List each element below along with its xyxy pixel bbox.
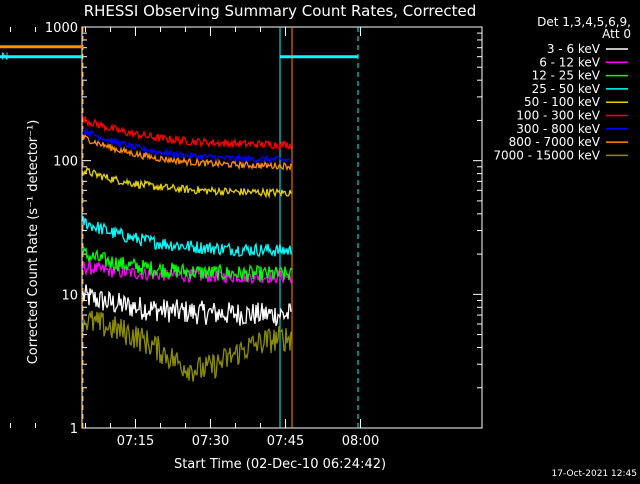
x-tick-label: 07:45	[267, 434, 304, 449]
series-line	[82, 166, 292, 199]
x-tick-label: 07:30	[192, 434, 229, 449]
legend-entry-label: 7000 - 15000 keV	[493, 148, 600, 162]
legend-entry-label: 100 - 300 keV	[516, 109, 600, 123]
legend-entry-label: 800 - 7000 keV	[509, 135, 601, 149]
series-line	[82, 133, 292, 172]
legend-header-detectors: Det 1,3,4,5,6,9,	[537, 15, 631, 29]
legend-entry-label: 12 - 25 keV	[532, 69, 601, 83]
legend-entry-label: 25 - 50 keV	[532, 82, 601, 96]
plot-frame	[81, 26, 483, 429]
x-tick-label: 07:15	[117, 434, 154, 449]
x-tick-label: 08:00	[342, 434, 379, 449]
series-line	[82, 128, 292, 165]
legend-entry-label: 6 - 12 keV	[539, 55, 601, 69]
y-tick-label: 10	[61, 288, 78, 303]
legend-entry-label: 50 - 100 keV	[524, 95, 601, 109]
y-tick-label: 1000	[45, 21, 78, 36]
night-label: N	[1, 52, 8, 63]
legend-entry-label: 300 - 800 keV	[516, 122, 600, 136]
series-line	[82, 215, 292, 258]
series-line	[82, 116, 292, 151]
series-line	[82, 284, 292, 327]
date-stamp: 17-Oct-2021 12:45	[552, 469, 637, 479]
series-line	[82, 310, 292, 382]
y-tick-label: 1	[70, 422, 78, 437]
legend-entry-label: 3 - 6 keV	[547, 42, 601, 56]
y-tick-label: 100	[53, 155, 78, 170]
y-axis-label: Corrected Count Rate (s⁻¹ detector⁻¹)	[26, 120, 41, 365]
x-axis-label: Start Time (02-Dec-10 06:24:42)	[174, 457, 386, 472]
series-line	[82, 246, 292, 282]
legend-header-attenuator: Att 0	[602, 27, 631, 41]
chart-title: RHESSI Observing Summary Count Rates, Co…	[84, 2, 477, 20]
